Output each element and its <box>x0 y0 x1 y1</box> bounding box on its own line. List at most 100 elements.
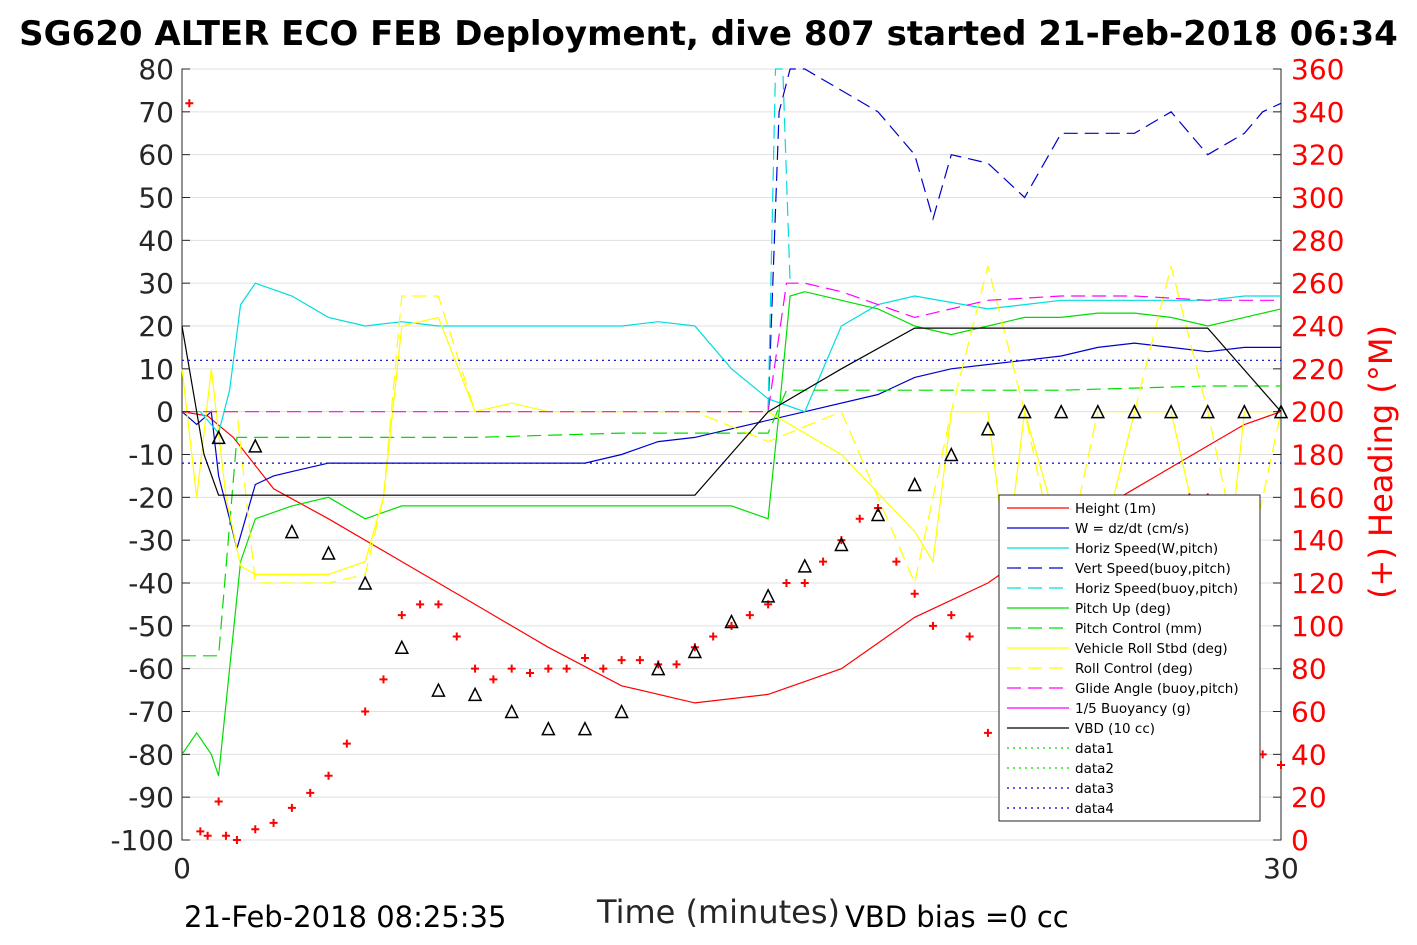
legend-label: Pitch Control (mm) <box>1075 621 1202 637</box>
y2-tick-label: 340 <box>1291 96 1344 129</box>
heading-point <box>379 675 388 684</box>
legend-label: data2 <box>1075 761 1114 777</box>
legend-label: data4 <box>1075 801 1114 817</box>
heading-point <box>526 668 535 677</box>
series-line <box>181 411 1282 704</box>
depth-marker <box>577 720 593 736</box>
y-tick-label: -70 <box>128 696 174 729</box>
y-tick-label: 40 <box>138 224 174 257</box>
depth-marker <box>834 536 849 552</box>
y-tick-label: 30 <box>138 267 174 300</box>
footer-timestamp: 21-Feb-2018 08:25:35 <box>184 900 507 934</box>
depth-marker <box>797 558 812 573</box>
legend-label: Height (1m) <box>1075 501 1156 517</box>
legend-label: Horiz Speed(buoy,pitch) <box>1075 581 1238 597</box>
depth-marker <box>1127 403 1142 419</box>
depth-marker <box>760 588 776 603</box>
y-tick-label: -90 <box>128 781 174 814</box>
heading-point <box>562 664 571 673</box>
y-tick-label: 70 <box>138 96 174 129</box>
depth-marker <box>980 421 996 436</box>
legend-box <box>998 494 1261 822</box>
y2-tick-label: 300 <box>1291 182 1344 215</box>
y2-tick-label: 280 <box>1291 224 1344 257</box>
y2-tick-label: 80 <box>1291 653 1327 686</box>
y2-tick-label: 60 <box>1291 696 1327 729</box>
y2-tick-label: 40 <box>1291 738 1327 771</box>
heading-point <box>599 664 608 673</box>
depth-marker <box>248 438 263 453</box>
series-line <box>182 385 1281 657</box>
y2-tick-label: 180 <box>1291 439 1344 472</box>
legend-label: Vehicle Roll Stbd (deg) <box>1075 641 1228 657</box>
legend-label: Glide Angle (buoy,pitch) <box>1075 681 1239 697</box>
legend-label: Roll Control (deg) <box>1075 661 1193 677</box>
y-tick-label: -100 <box>110 824 174 857</box>
depth-marker <box>1053 403 1069 419</box>
series-layer <box>181 68 1282 776</box>
depth-marker <box>1163 403 1179 419</box>
heading-point <box>397 611 406 620</box>
depth-marker <box>870 506 886 522</box>
y2-tick-label: 160 <box>1291 481 1344 514</box>
heading-point <box>672 660 681 669</box>
heading-point <box>251 825 260 834</box>
heading-point <box>947 611 956 620</box>
y2-tick-label: 120 <box>1291 567 1344 600</box>
depth-marker <box>357 575 373 590</box>
heading-point <box>196 827 205 836</box>
heading-point <box>745 611 754 620</box>
depth-marker <box>211 429 226 445</box>
y-tick-label: 20 <box>138 310 174 343</box>
legend-label: W = dz/dt (cm/s) <box>1075 521 1189 537</box>
heading-point <box>983 728 992 737</box>
heading-point <box>928 621 937 630</box>
heading-point <box>324 771 333 780</box>
y2-tick-label: 100 <box>1291 610 1344 643</box>
series-line <box>182 282 1281 435</box>
legend: Height (1m) W = dz/dt (cm/s) Horiz Speed(W… <box>998 494 1261 822</box>
heading-point <box>617 656 626 665</box>
heading-point <box>471 664 480 673</box>
y2-tick-label: 140 <box>1291 524 1344 557</box>
heading-point <box>232 836 241 844</box>
y2-tick-label: 20 <box>1291 781 1327 814</box>
y2-tick-label: 260 <box>1291 267 1344 300</box>
depth-marker <box>724 613 739 629</box>
heading-point <box>361 707 370 716</box>
depth-marker <box>944 446 959 462</box>
depth-marker <box>284 523 300 539</box>
heading-point <box>965 632 974 641</box>
depth-marker <box>907 476 922 492</box>
heading-point <box>819 557 828 566</box>
series-line <box>181 291 1282 776</box>
y-tick-label: -20 <box>128 481 174 514</box>
heading-point <box>635 656 644 665</box>
x-tick-label: 30 <box>1263 852 1299 885</box>
depth-marker <box>541 720 556 736</box>
depth-marker <box>394 639 410 654</box>
depth-marker <box>467 686 483 702</box>
depth-marker <box>321 545 336 560</box>
x-axis-label: Time (minutes) <box>597 893 840 931</box>
legend-label: 1/5 Buoyancy (g) <box>1075 701 1191 717</box>
heading-point <box>1277 761 1285 770</box>
heading-point <box>910 589 919 598</box>
heading-point <box>269 818 278 827</box>
y-tick-label: -50 <box>128 610 174 643</box>
chart-title: SG620 ALTER ECO FEB Deployment, dive 807… <box>19 14 1398 54</box>
heading-point <box>544 664 553 673</box>
heading-point <box>306 788 315 797</box>
heading-point <box>855 514 864 523</box>
legend-label: Horiz Speed(W,pitch) <box>1075 541 1218 557</box>
y-tick-label: 50 <box>138 182 174 215</box>
legend-label: VBD (10 cc) <box>1075 721 1155 737</box>
depth-marker <box>1017 403 1032 419</box>
series-line <box>767 68 791 412</box>
y-tick-label: 60 <box>138 139 174 172</box>
heading-point <box>287 803 296 812</box>
heading-point <box>782 579 791 587</box>
marker-layer <box>211 403 1289 736</box>
heading-point <box>203 831 212 840</box>
y2-tick-label: 200 <box>1291 396 1344 429</box>
